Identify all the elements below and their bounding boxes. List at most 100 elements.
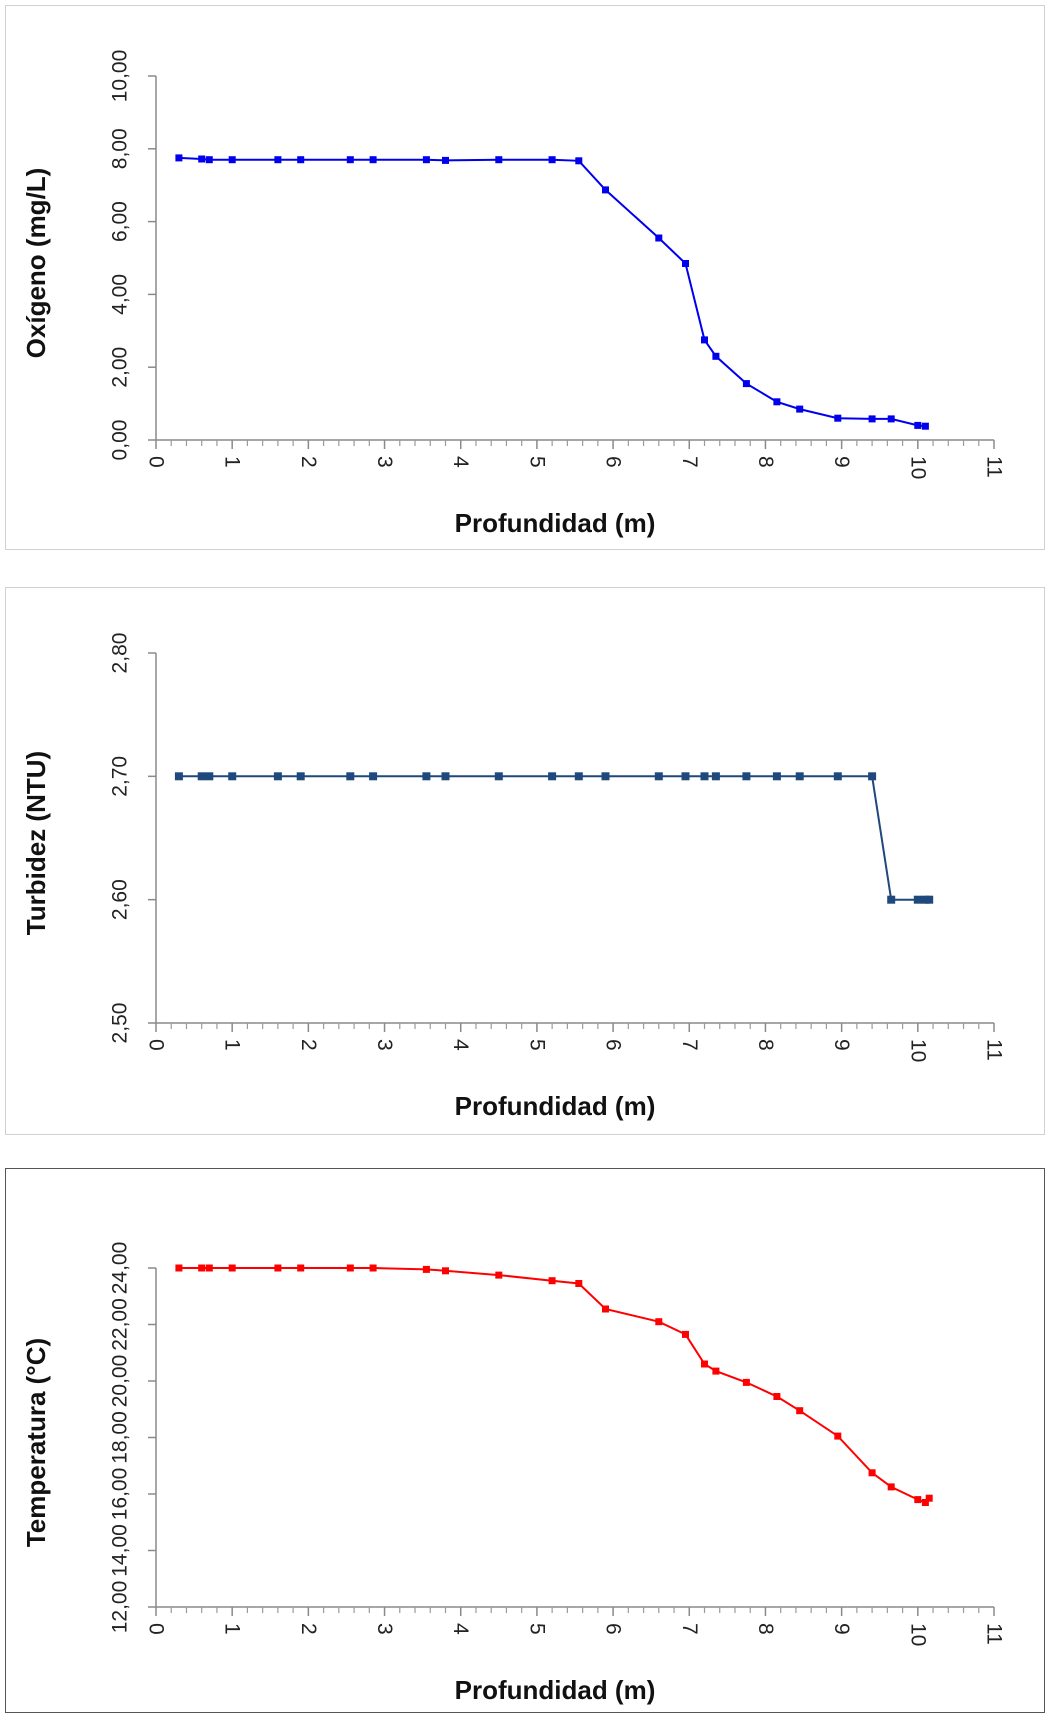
turbidity-data-point [833,772,842,781]
temperature-data-point [921,1499,929,1506]
turbidity-x-tick-label: 9 [830,1039,853,1051]
temperature-y-tick-label: 14,00 [109,1524,132,1577]
turbidity-x-tick-label: 5 [525,1039,548,1051]
temperature-data-point [682,1330,689,1338]
oxygen-data-point [682,260,689,267]
temperature-data-point [175,1264,183,1272]
oxygen-data-point [274,156,282,164]
oxygen-y-tick-label: 4,00 [109,274,132,315]
temperature-data-point [369,1264,377,1272]
temperature-x-tick-label: 10 [906,1623,929,1646]
turbidity-data-point [913,895,922,904]
oxygen-chart-panel: 0 1 2 3 4 5 6 7 8 9 10 11 0,00 2,00 4,00 6,00 8,00 10,00 P… [5,5,1045,550]
turbidity-data-point [887,895,896,904]
temperature-x-tick-label: 1 [221,1623,244,1635]
temperature-x-tick-label: 11 [983,1623,1006,1645]
temperature-data-point [346,1264,354,1272]
temperature-data-point [297,1264,305,1272]
oxygen-y-axis-title: Oxígeno (mg/L) [21,168,51,359]
turbidity-data-point [681,772,690,781]
temperature-x-tick-label: 6 [602,1623,625,1635]
temperature-data-point [773,1393,781,1400]
oxygen-data-point [205,156,213,164]
oxygen-data-point [175,154,183,162]
temperature-series-line [178,1267,930,1504]
temperature-x-tick-label: 0 [145,1623,168,1635]
temperature-y-tick-label: 16,00 [109,1468,132,1521]
turbidity-data-point [742,772,751,781]
turbidity-y-tick-label: 2,60 [109,879,132,920]
oxygen-data-point [868,415,876,423]
oxygen-x-tick-label: 4 [449,456,472,468]
oxygen-data-point [712,352,720,360]
oxygen-y-tick-label: 0,00 [109,420,132,461]
turbidity-data-point [205,772,214,781]
temperature-y-tick-label: 20,00 [109,1355,132,1408]
temperature-data-point [548,1277,556,1285]
oxygen-data-point [198,155,206,163]
turbidity-x-axis-title: Profundidad (m) [455,1091,656,1121]
turbidity-y-axis-title: Turbidez (NTU) [21,751,51,935]
oxygen-data-point [921,422,929,430]
oxygen-data-point [495,156,503,164]
temperature-data-point [887,1483,895,1491]
temperature-chart: 0 1 2 3 4 5 6 7 8 9 10 11 12,00 14,00 16,00 18,00 20,00 2… [21,1242,1006,1705]
oxygen-data-point [773,398,781,406]
oxygen-data-point [834,414,842,422]
turbidity-data-point [273,772,282,781]
temperature-data-point [712,1367,720,1375]
oxygen-data-point [914,421,922,429]
turbidity-y-tick-label: 2,50 [109,1003,132,1044]
oxygen-x-tick-label: 7 [678,456,701,468]
turbidity-data-point [925,895,934,904]
turbidity-x-tick-label: 3 [373,1039,396,1051]
oxygen-y-tick-label: 10,00 [109,50,132,103]
turbidity-x-tick-label: 0 [145,1039,168,1051]
temperature-y-tick-label: 22,00 [109,1298,132,1351]
oxygen-data-point [297,156,305,164]
turbidity-x-tick-label: 6 [602,1039,625,1051]
oxygen-data-point [442,156,449,164]
oxygen-x-tick-label: 1 [221,456,244,468]
temperature-data-point [742,1378,750,1386]
oxygen-data-point [602,186,609,194]
turbidity-data-point [548,772,557,781]
turbidity-x-tick-label: 7 [678,1039,701,1051]
turbidity-data-point [197,772,206,781]
temperature-chart-panel: 0 1 2 3 4 5 6 7 8 9 10 11 12,00 14,00 16,00 18,00 20,00 2… [5,1168,1045,1713]
oxygen-y-tick-label: 8,00 [109,128,132,169]
oxygen-series-line [178,156,926,428]
temperature-x-axis-title: Profundidad (m) [455,1675,656,1705]
turbidity-data-point [601,772,610,781]
turbidity-x-tick-label: 11 [983,1039,1006,1061]
temperature-data-point [655,1318,663,1326]
turbidity-x-tick-label: 10 [906,1039,929,1062]
oxygen-data-point [796,405,804,413]
temperature-data-point [925,1494,933,1502]
turbidity-data-point [868,772,877,781]
turbidity-data-point [174,772,183,781]
turbidity-data-point [441,772,450,781]
temperature-data-point [914,1496,922,1504]
temperature-x-tick-label: 9 [830,1623,853,1635]
turbidity-y-tick-label: 2,80 [109,633,132,674]
temperature-x-tick-label: 5 [525,1623,548,1635]
temperature-y-axis-title: Temperatura (°C) [21,1338,51,1547]
turbidity-y-tick-label: 2,70 [109,756,132,797]
turbidity-x-tick-label: 2 [297,1039,320,1051]
turbidity-data-point [654,772,663,781]
oxygen-y-tick-label: 2,00 [109,347,132,388]
turbidity-data-point [346,772,355,781]
oxygen-x-tick-label: 10 [906,456,929,479]
turbidity-data-point [422,772,431,781]
oxygen-x-axis-title: Profundidad (m) [455,508,656,538]
oxygen-y-tick-label: 6,00 [109,201,132,242]
temperature-data-point [198,1264,206,1272]
temperature-data-point [701,1360,708,1368]
oxygen-data-point [742,380,750,388]
turbidity-data-point [772,772,781,781]
oxygen-data-point [228,156,236,164]
temperature-data-point [575,1280,583,1287]
temperature-data-point [274,1264,282,1272]
turbidity-series-line [178,775,930,901]
